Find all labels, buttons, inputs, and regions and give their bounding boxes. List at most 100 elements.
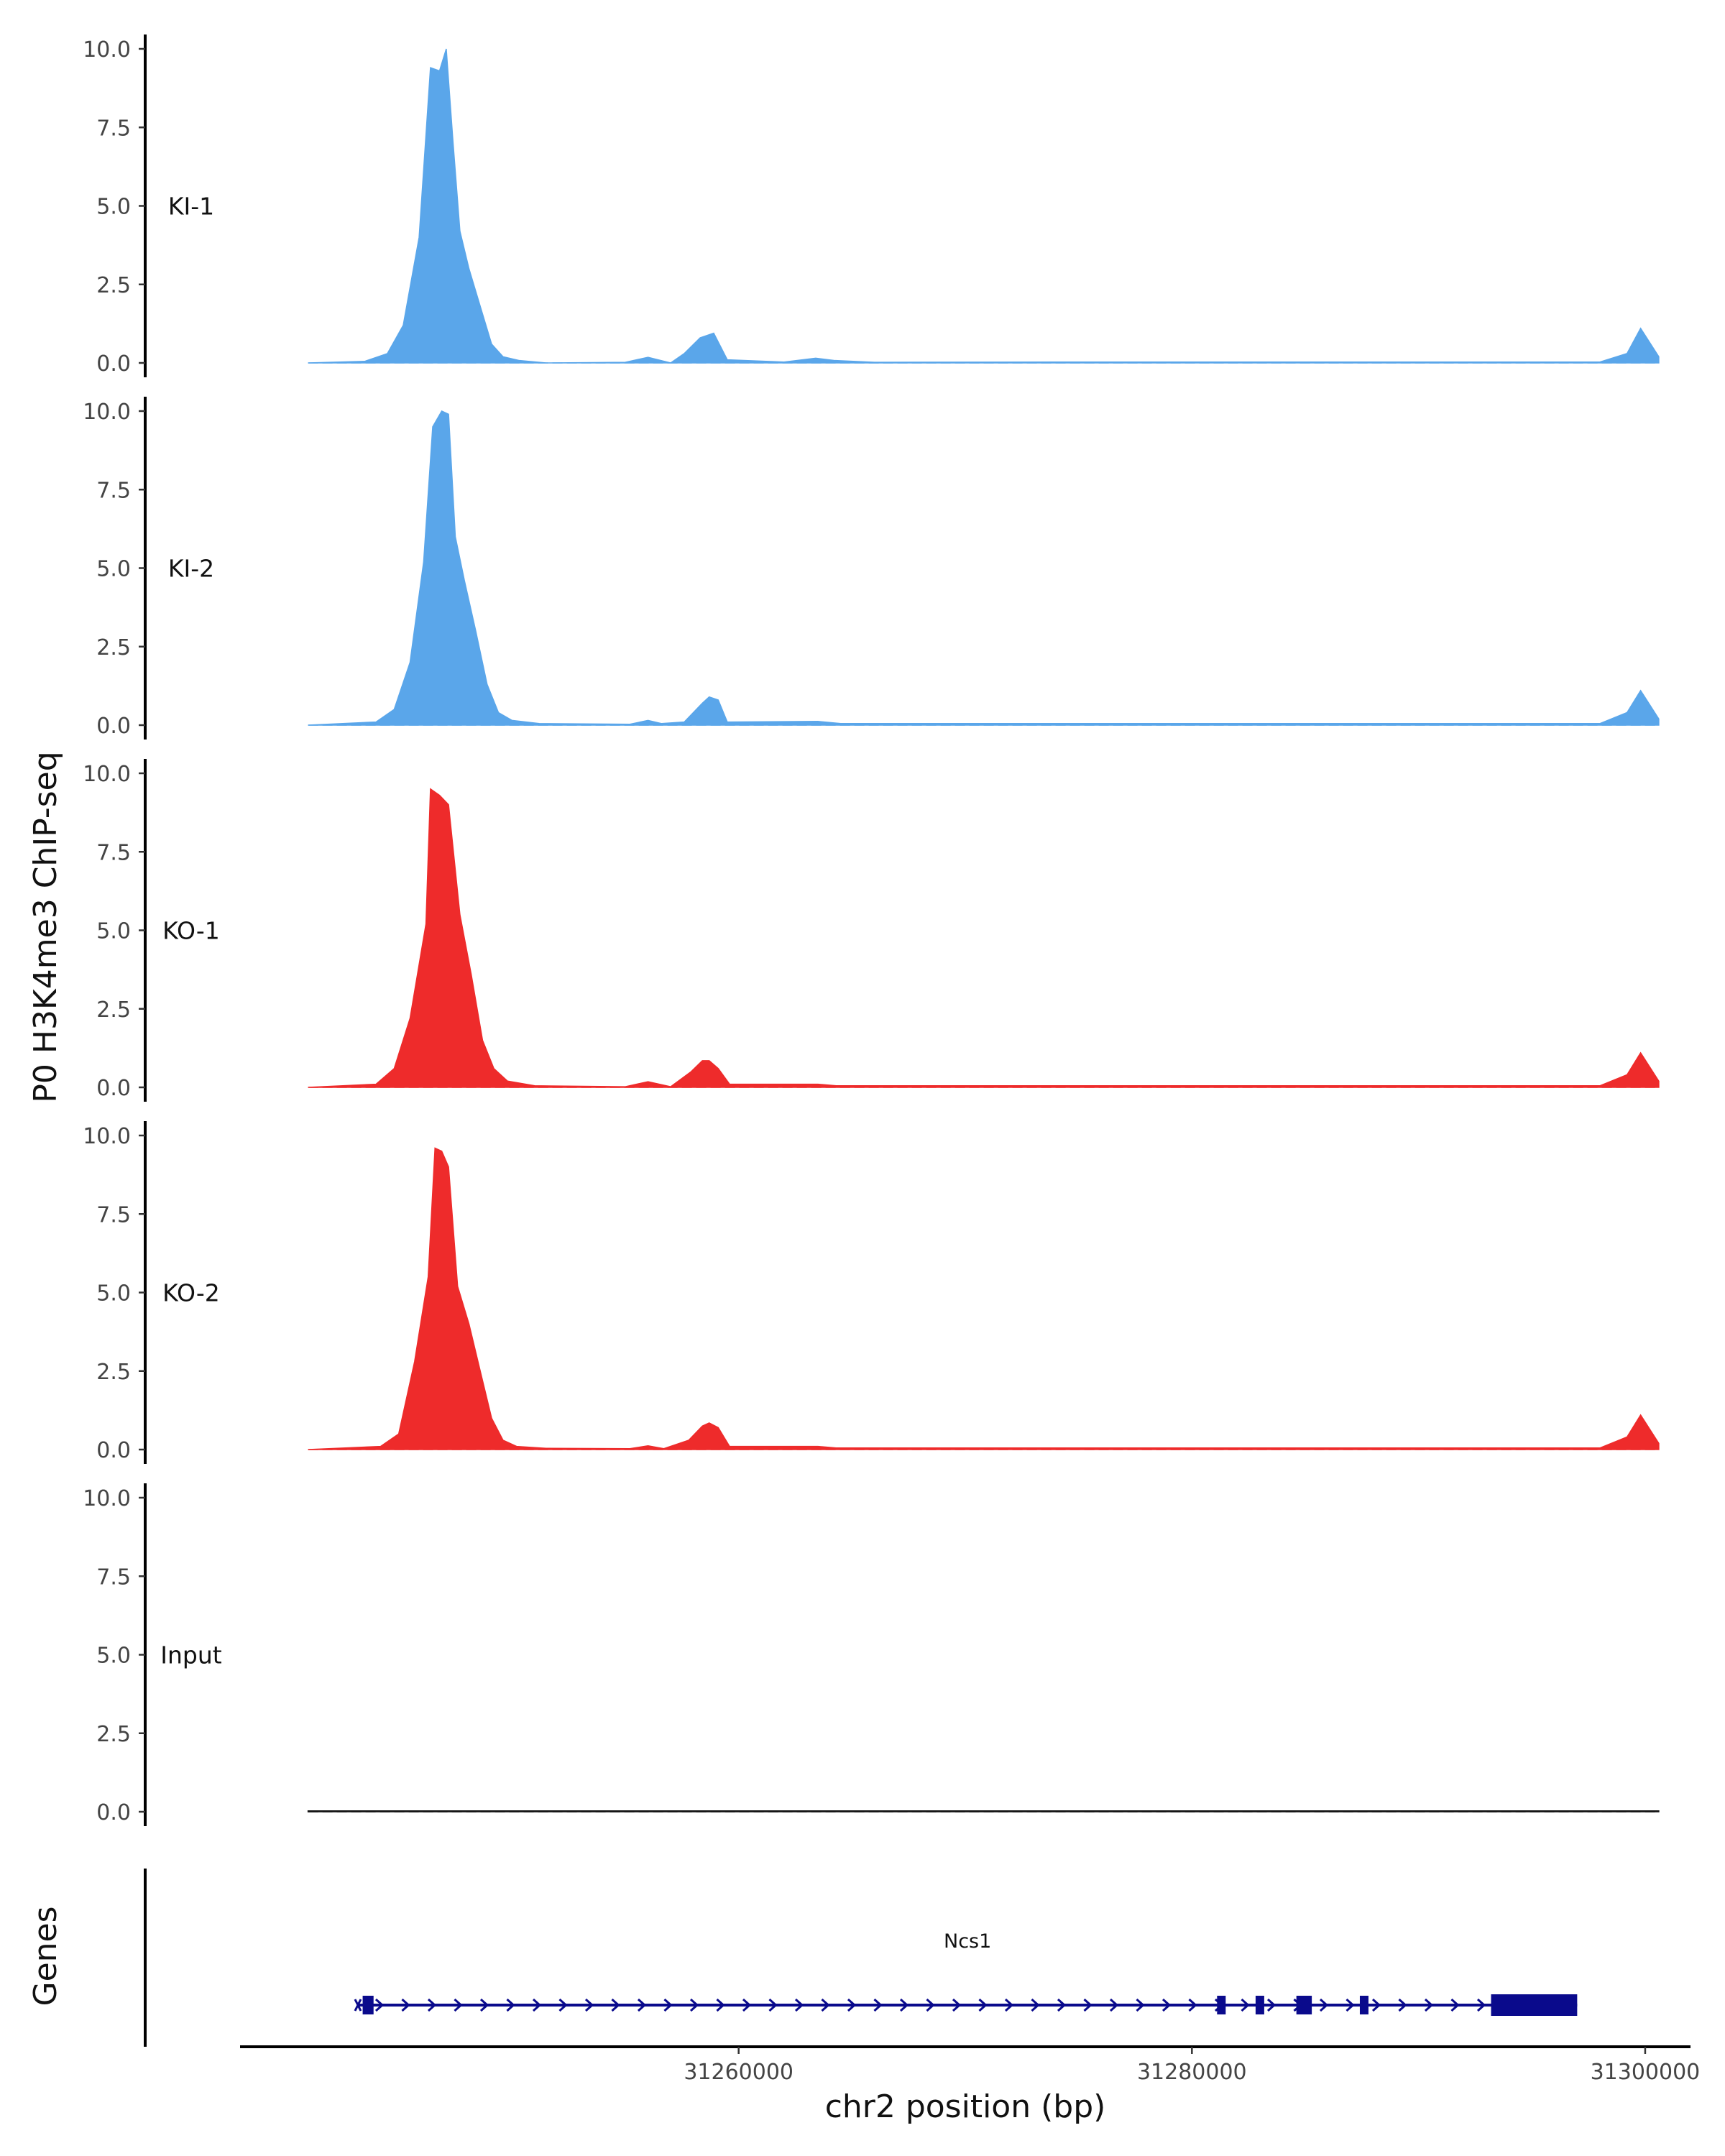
strand-arrow xyxy=(1476,1998,1486,2012)
y-tick-label: 7.5 xyxy=(96,478,131,503)
strand-arrow xyxy=(1004,1998,1014,2012)
strand-arrow xyxy=(1188,1998,1197,2012)
exon-mark xyxy=(1359,1996,1368,2014)
track-ko-2: 0.0 2.5 5.0 7.5 10.0 KO-2 xyxy=(83,1121,1660,1464)
strand-arrow xyxy=(1083,1998,1092,2012)
strand-arrow xyxy=(1057,1998,1067,2012)
strand-arrow xyxy=(873,1998,883,2012)
signal-area xyxy=(307,1810,1660,1812)
signal-tracks: 0.0 2.5 5.0 7.5 10.0 KI-1 0.0 2.5 5.0 7.5 10.0 KI-2… xyxy=(83,34,1660,1826)
x-tick-label: 31260000 xyxy=(684,2060,794,2085)
strand-arrow xyxy=(1371,1998,1381,2012)
gene-track: Ncs1 xyxy=(144,1869,1578,2047)
y-tick-label: 7.5 xyxy=(96,1565,131,1590)
y-tick-label: 2.5 xyxy=(96,635,131,660)
strand-arrow xyxy=(1031,1998,1040,2012)
exon-mark xyxy=(364,1996,374,2014)
strand-arrow xyxy=(1109,1998,1119,2012)
strand-arrow xyxy=(1346,1998,1355,2012)
exon-mark xyxy=(1296,1996,1305,2014)
y-tick-label: 10.0 xyxy=(83,762,131,787)
strand-arrow xyxy=(506,1998,515,2012)
x-axis: 31260000 31280000 31300000 xyxy=(240,2045,1701,2085)
exon-mark xyxy=(1303,1996,1312,2014)
gene-track-title: Genes xyxy=(27,1906,64,2006)
strand-arrow xyxy=(821,1998,830,2012)
y-tick-label: 7.5 xyxy=(96,1202,131,1227)
y-tick-label: 5.0 xyxy=(96,919,131,944)
strand-arrow xyxy=(454,1998,463,2012)
strand-arrow xyxy=(1162,1998,1172,2012)
y-tick-label: 2.5 xyxy=(96,1360,131,1385)
y-tick-label: 10.0 xyxy=(83,1124,131,1149)
y-tick-label: 10.0 xyxy=(83,1486,131,1511)
strand-arrow xyxy=(1398,1998,1407,2012)
y-tick-label: 7.5 xyxy=(96,116,131,141)
track-label: Input xyxy=(160,1641,222,1669)
signal-area xyxy=(308,1147,1660,1450)
strand-arrow xyxy=(768,1998,778,2012)
y-tick-label: 5.0 xyxy=(96,1644,131,1669)
y-tick-label: 7.5 xyxy=(96,840,131,865)
track-ko-1: 0.0 2.5 5.0 7.5 10.0 KO-1 xyxy=(83,759,1660,1102)
track-label: KI-2 xyxy=(168,555,214,583)
signal-area xyxy=(308,410,1660,726)
y-tick-label: 5.0 xyxy=(96,195,131,220)
strand-arrow xyxy=(427,1998,437,2012)
gene-name-label: Ncs1 xyxy=(944,1930,991,1953)
y-tick-label: 10.0 xyxy=(83,37,131,63)
y-tick-label: 5.0 xyxy=(96,557,131,582)
exon-mark xyxy=(1255,1996,1264,2014)
strand-arrow xyxy=(899,1998,909,2012)
x-axis-title: chr2 position (bp) xyxy=(825,2088,1106,2125)
track-ki-2: 0.0 2.5 5.0 7.5 10.0 KI-2 xyxy=(83,397,1660,740)
strand-arrow xyxy=(1136,1998,1145,2012)
y-tick-label: 2.5 xyxy=(96,998,131,1023)
strand-arrow xyxy=(716,1998,725,2012)
strand-arrow xyxy=(952,1998,962,2012)
y-tick-label: 2.5 xyxy=(96,1722,131,1747)
strand-arrow xyxy=(637,1998,647,2012)
track-label: KO-1 xyxy=(162,917,220,945)
strand-arrow xyxy=(926,1998,935,2012)
track-input: 0.0 2.5 5.0 7.5 10.0 Input xyxy=(83,1483,1660,1826)
strand-arrow xyxy=(1319,1998,1329,2012)
strand-arrow xyxy=(401,1998,410,2012)
y-axis-title: P0 H3K4me3 ChIP-seq xyxy=(27,751,64,1102)
strand-arrow xyxy=(794,1998,804,2012)
exon-mark xyxy=(1217,1996,1226,2014)
track-ki-1: 0.0 2.5 5.0 7.5 10.0 KI-1 xyxy=(83,34,1660,377)
signal-area xyxy=(308,48,1660,364)
strand-arrow xyxy=(558,1998,568,2012)
strand-arrow xyxy=(742,1998,752,2012)
signal-area xyxy=(308,788,1660,1088)
strand-arrow xyxy=(1266,1998,1276,2012)
gene-3prime-exon xyxy=(1491,1994,1578,2016)
track-label: KI-1 xyxy=(168,193,214,221)
y-tick-label: 0.0 xyxy=(96,1438,131,1463)
y-tick-label: 0.0 xyxy=(96,1800,131,1825)
strand-arrow xyxy=(1424,1998,1434,2012)
y-tick-label: 0.0 xyxy=(96,1076,131,1101)
x-tick-label: 31280000 xyxy=(1137,2060,1247,2085)
track-label: KO-2 xyxy=(162,1279,220,1307)
strand-arrow xyxy=(479,1998,489,2012)
y-tick-label: 0.0 xyxy=(96,714,131,739)
strand-arrow xyxy=(611,1998,620,2012)
strand-arrow xyxy=(532,1998,542,2012)
strand-arrow xyxy=(374,1998,385,2012)
strand-arrow xyxy=(978,1998,988,2012)
y-tick-label: 10.0 xyxy=(83,400,131,425)
strand-arrow xyxy=(1450,1998,1460,2012)
strand-arrow xyxy=(689,1998,699,2012)
strand-arrow xyxy=(584,1998,594,2012)
strand-arrow xyxy=(663,1998,673,2012)
y-tick-label: 5.0 xyxy=(96,1281,131,1307)
strand-arrow xyxy=(847,1998,857,2012)
gene-start-mark xyxy=(354,1999,362,2012)
y-tick-label: 0.0 xyxy=(96,351,131,377)
x-tick-label: 31300000 xyxy=(1591,2060,1701,2085)
y-tick-label: 2.5 xyxy=(96,273,131,298)
strand-arrow xyxy=(1241,1998,1250,2012)
